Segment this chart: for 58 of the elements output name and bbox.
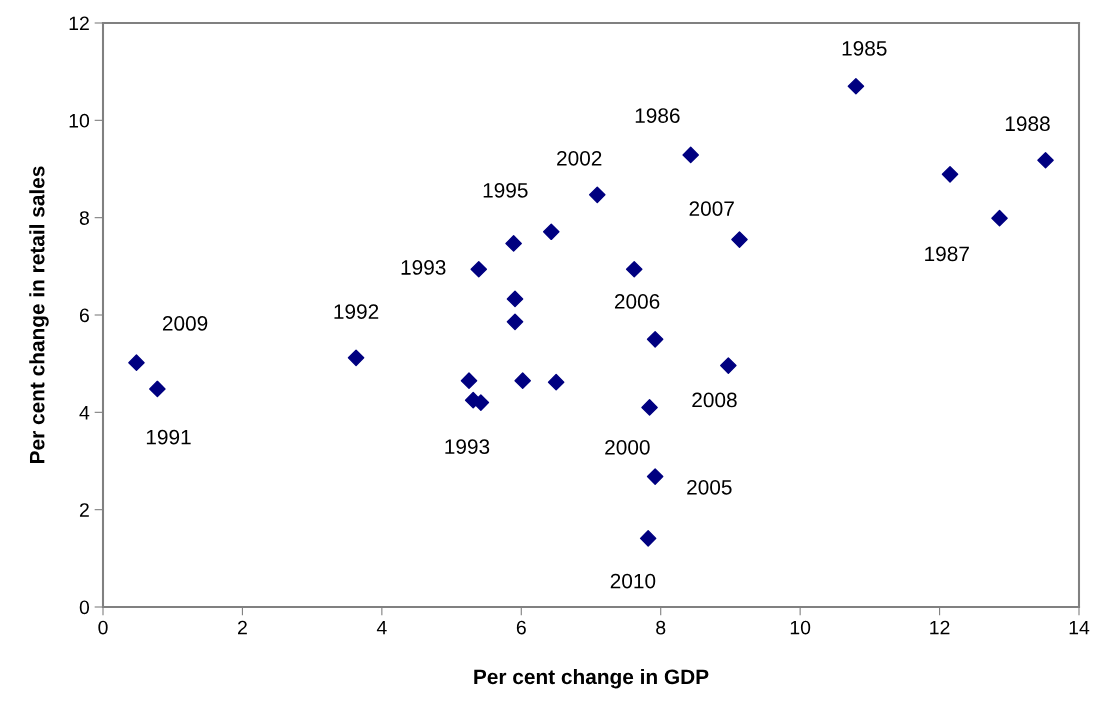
point [149,380,166,398]
y-tick-label: 8 [79,211,89,225]
point [470,260,488,278]
y-tick-label: 6 [79,308,89,323]
point [514,372,531,390]
annotation: 1991 [146,429,191,445]
annotation: 2006 [614,294,660,309]
point [646,331,664,348]
point [641,399,658,416]
point [847,77,865,95]
point [682,146,699,164]
x-tick-label: 6 [516,620,526,635]
annotation: 1986 [635,108,680,123]
annotation: 1985 [842,41,887,56]
y-tick-label: 4 [79,406,90,420]
x-tick-label: 12 [930,620,950,635]
annotation: 1992 [334,304,379,319]
point [547,373,565,391]
point [625,260,643,278]
point [731,231,748,248]
x-tick-label: 14 [1069,620,1090,635]
point [1037,151,1054,169]
point [588,186,606,204]
x-tick-label: 8 [656,620,666,635]
annotation: 2010 [610,573,656,589]
annotation: 1993 [401,260,446,275]
point [720,357,737,374]
point [639,530,657,547]
x-tick-label: 0 [98,620,108,635]
point [991,209,1008,227]
annotation: 2009 [162,316,208,331]
annotation: 1987 [925,246,969,262]
point [941,166,959,183]
annotation: 1988 [1005,116,1050,132]
annotation: 2008 [692,392,737,408]
point [128,354,145,371]
y-tick-label: 0 [79,600,90,615]
annotation: 2002 [557,150,602,166]
y-tick-label: 10 [69,113,90,128]
point [506,290,524,308]
point [505,235,522,252]
point [646,468,664,485]
point [506,313,524,331]
annotation: 2005 [687,479,732,495]
annotation: 1995 [483,182,528,198]
annotation: 2000 [605,439,650,455]
x-tick-label: 10 [790,620,811,635]
point [542,223,560,241]
y-tick-label: 12 [69,16,89,31]
point [460,372,478,390]
y-tick-label: 2 [79,503,89,517]
point [347,349,365,367]
x-tick-label: 2 [238,620,247,635]
y-axis-title: Per cent change in retail sales [29,166,49,463]
annotation: 2007 [689,201,734,216]
x-axis-title: Per cent change in GDP [474,668,709,689]
annotation: 1993 [445,439,490,455]
x-tick-label: 4 [376,620,387,635]
